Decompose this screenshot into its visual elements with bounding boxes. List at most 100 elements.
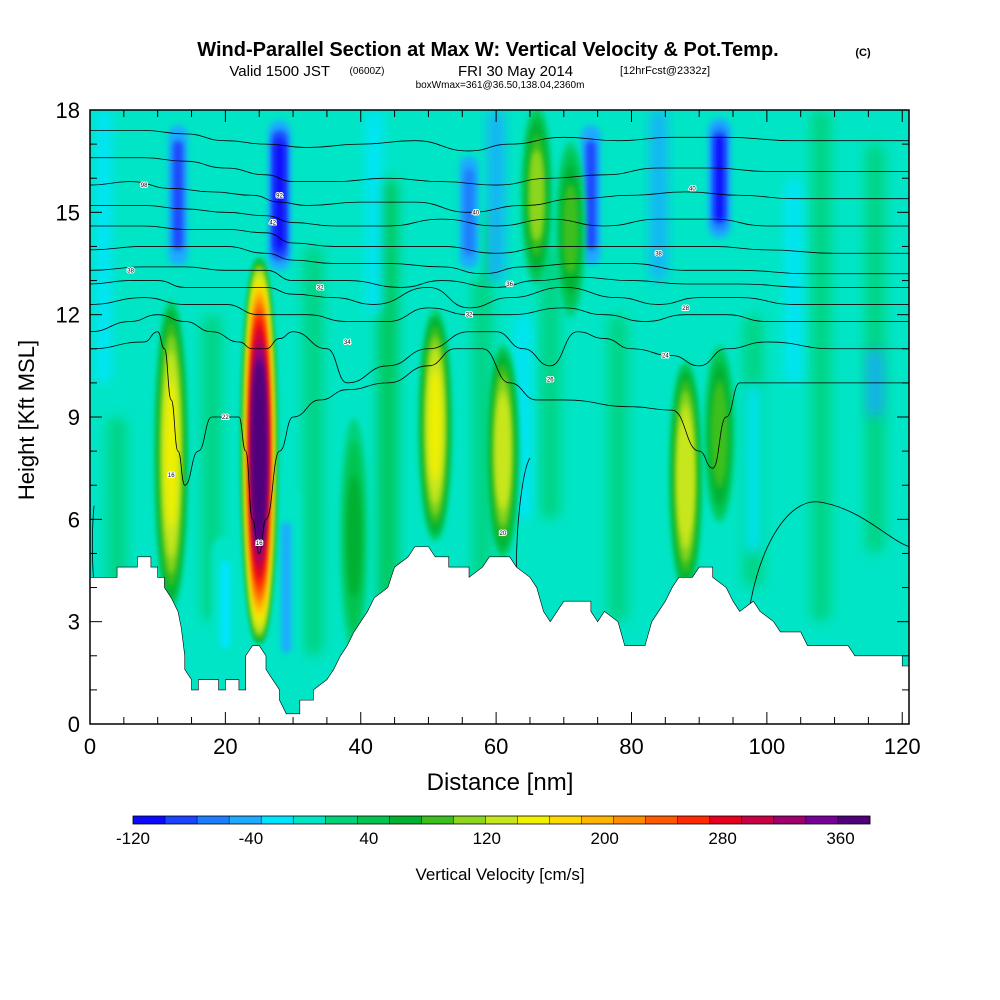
weak-downdraft xyxy=(785,178,802,383)
isentrope xyxy=(746,501,909,632)
isentrope-label: 32 xyxy=(466,313,473,319)
isentrope-label: 32 xyxy=(317,285,324,291)
colorbar-swatch xyxy=(325,816,358,824)
updraft-core xyxy=(241,257,277,645)
y-tick-label: 9 xyxy=(68,405,80,430)
colorbar-swatch xyxy=(197,816,230,824)
downdraft-core xyxy=(705,110,734,247)
colorbar-swatch xyxy=(709,816,743,824)
title-copyright: (C) xyxy=(855,47,871,59)
colorbar-swatch xyxy=(805,816,839,824)
colorbar-swatch xyxy=(357,816,390,824)
colorbar-swatch xyxy=(773,816,807,824)
isentrope-label: 92 xyxy=(276,193,283,199)
isentrope-label: 16 xyxy=(256,541,263,547)
colorbar-swatch xyxy=(389,816,422,824)
x-tick-label: 20 xyxy=(213,734,237,759)
y-axis-label: Height [Kft MSL] xyxy=(14,340,39,500)
colorbar-tick-label: 40 xyxy=(359,829,378,848)
colorbar-swatch xyxy=(741,816,775,824)
downdraft-core xyxy=(272,485,301,690)
isentrope-label: 22 xyxy=(222,415,229,421)
colorbar-tick-label: -40 xyxy=(239,829,264,848)
colorbar-tick-label: 200 xyxy=(590,829,618,848)
chart-title: Wind-Parallel Section at Max W: Vertical… xyxy=(197,39,778,61)
colorbar-tick-label: 280 xyxy=(708,829,736,848)
weak-downdraft xyxy=(745,382,762,554)
isentrope xyxy=(90,314,909,384)
x-tick-label: 0 xyxy=(84,734,96,759)
isentrope xyxy=(90,225,909,254)
updraft-core xyxy=(704,345,735,524)
colorbar xyxy=(132,815,871,825)
colorbar-tick-label: -120 xyxy=(116,829,150,848)
isentrope-label: 34 xyxy=(344,340,351,346)
isentrope-label: 40 xyxy=(689,186,696,192)
colorbar-swatch xyxy=(645,816,679,824)
colorbar-swatch xyxy=(613,816,646,824)
updraft-core xyxy=(555,141,586,318)
isentrope-label: 98 xyxy=(141,183,148,189)
downdraft-core xyxy=(265,110,294,281)
updraft-core xyxy=(339,418,368,655)
weak-band xyxy=(607,314,628,622)
downdraft-core xyxy=(211,536,240,673)
isentrope xyxy=(90,266,909,288)
subtitle-forecast: [12hrFcst@2332z] xyxy=(620,65,710,77)
weak-downdraft xyxy=(95,110,112,383)
colorbar-swatch xyxy=(165,816,198,824)
isentrope xyxy=(516,457,531,568)
isentrope-labels: 98 92 42 38 40 40 38 36 32 32 28 34 26 24 22 16 16 20 xyxy=(126,182,697,548)
isentrope-label: 16 xyxy=(168,473,175,479)
chart-box-info: boxWmax=361@36.50,138.04,2360m xyxy=(416,80,585,91)
terrain-mask xyxy=(89,546,910,725)
colorbar-swatch xyxy=(549,816,582,824)
weak-band xyxy=(303,246,324,656)
updraft-core xyxy=(486,344,520,559)
updraft-core xyxy=(669,361,702,593)
updraft-core xyxy=(418,309,452,542)
isentrope-label: 38 xyxy=(127,268,134,274)
isentrope-label: 28 xyxy=(682,306,689,312)
colorbar-swatch xyxy=(677,816,711,824)
colorbar-tick-label: 120 xyxy=(473,829,501,848)
updraft-core xyxy=(154,299,188,610)
y-tick-label: 12 xyxy=(56,303,80,328)
y-tick-label: 6 xyxy=(68,507,80,532)
colorbar-tick-label: 360 xyxy=(826,829,854,848)
colorbar-swatch xyxy=(229,816,262,824)
isentrope-label: 40 xyxy=(472,210,479,216)
isentrope xyxy=(90,280,909,309)
downdraft-core xyxy=(163,110,192,281)
colorbar-label: Vertical Velocity [cm/s] xyxy=(415,865,584,884)
isentrope-label: 24 xyxy=(662,354,669,360)
subtitle-valid: Valid 1500 JST xyxy=(229,63,330,80)
isentrope xyxy=(90,297,909,322)
x-axis-label: Distance [nm] xyxy=(427,769,574,796)
subtitle-date: FRI 30 May 2014 xyxy=(458,63,573,80)
colorbar-swatch xyxy=(485,816,518,824)
isentrope-label: 38 xyxy=(655,251,662,257)
x-tick-label: 80 xyxy=(619,734,643,759)
weak-band xyxy=(540,246,561,520)
weak-band xyxy=(377,178,398,622)
updraft-core xyxy=(521,110,553,285)
isentrope xyxy=(90,130,909,152)
colorbar-swatch xyxy=(581,816,614,824)
isentrope-label: 26 xyxy=(547,377,554,383)
colorbar-swatch xyxy=(421,816,454,824)
isentrope-label: 20 xyxy=(500,531,507,537)
y-tick-label: 15 xyxy=(56,200,80,225)
colorbar-swatch xyxy=(133,816,166,824)
colorbar-swatch xyxy=(261,816,294,824)
y-tick-label: 0 xyxy=(68,712,80,737)
colorbar-swatch xyxy=(517,816,550,824)
weak-downdraft xyxy=(488,110,505,281)
x-tick-label: 120 xyxy=(884,734,921,759)
weak-band xyxy=(811,110,832,622)
isentrope xyxy=(91,505,95,578)
isentrope-label: 42 xyxy=(269,221,276,227)
